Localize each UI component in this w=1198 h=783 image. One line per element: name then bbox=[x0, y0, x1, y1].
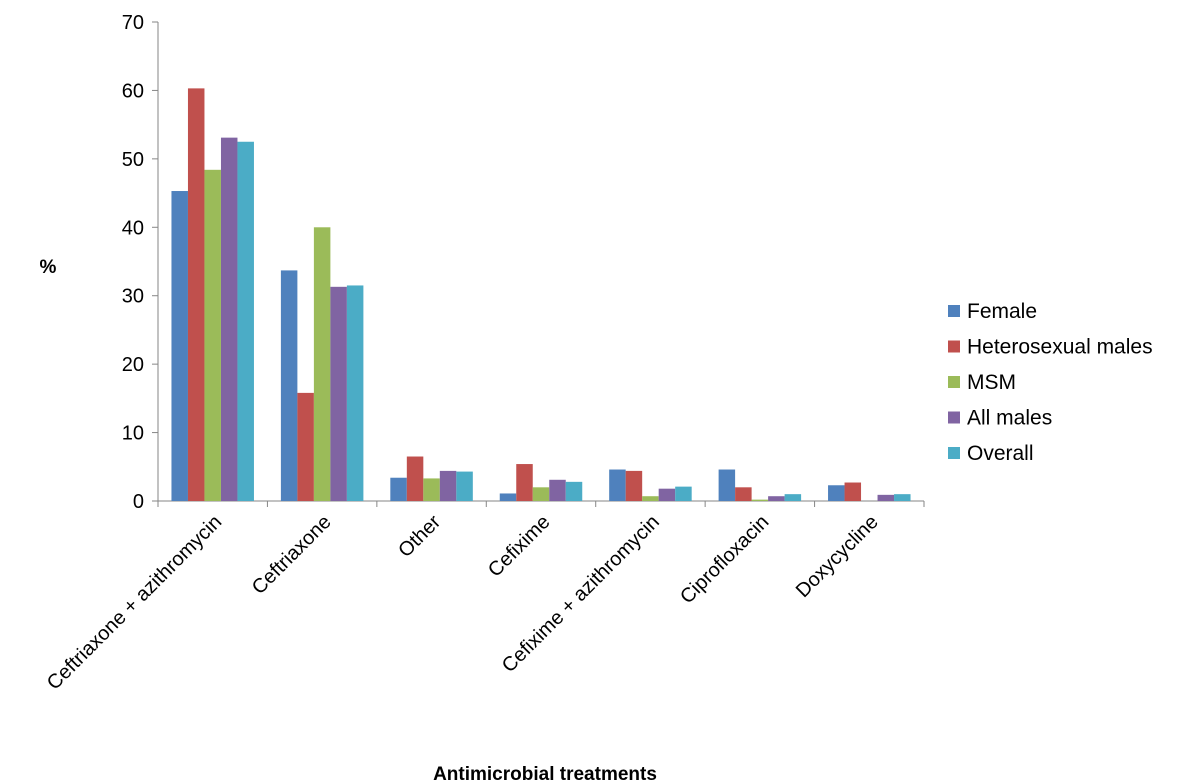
bar-overall bbox=[565, 481, 583, 501]
bars bbox=[171, 88, 911, 502]
bar-msm bbox=[204, 169, 221, 501]
y-axis: 0 10 20 30 40 50 60 70 bbox=[122, 12, 159, 513]
bar-msm bbox=[532, 487, 550, 501]
legend-item: All males bbox=[948, 407, 1052, 430]
bar-msm bbox=[423, 478, 440, 501]
bar-female bbox=[390, 477, 407, 501]
bar-all-males bbox=[658, 488, 676, 501]
x-axis bbox=[157, 500, 925, 507]
legend-swatch bbox=[948, 305, 960, 317]
y-tick-label: 50 bbox=[122, 149, 144, 171]
bar-female bbox=[828, 485, 845, 501]
bar-heterosexual-males bbox=[625, 470, 643, 501]
legend-swatch bbox=[948, 376, 960, 388]
bar-msm bbox=[313, 227, 331, 502]
y-tick-label: 10 bbox=[122, 423, 144, 445]
bar-heterosexual-males bbox=[406, 456, 424, 501]
legend-swatch bbox=[948, 340, 960, 353]
legend-item: MSM bbox=[948, 371, 1016, 394]
legend-label: Heterosexual males bbox=[967, 336, 1153, 359]
legend-item: Female bbox=[948, 300, 1037, 323]
bar-heterosexual-males bbox=[187, 88, 205, 501]
x-tick-label: Cefixime bbox=[484, 511, 555, 582]
bar-heterosexual-males bbox=[844, 482, 862, 501]
bar-heterosexual-males bbox=[735, 487, 752, 501]
bar-all-males bbox=[768, 496, 785, 501]
y-tick-label: 30 bbox=[122, 286, 144, 308]
bar-overall bbox=[346, 285, 364, 501]
y-tick-label: 70 bbox=[122, 12, 144, 34]
x-tick-label: Ciprofloxacin bbox=[676, 511, 773, 608]
y-tick-label: 20 bbox=[122, 354, 144, 376]
x-tick-label: Other bbox=[394, 511, 445, 562]
x-tick-label: Doxycycline bbox=[792, 511, 883, 602]
bar-overall bbox=[784, 494, 802, 501]
bar-female bbox=[280, 270, 298, 501]
bar-all-males bbox=[439, 470, 457, 501]
bar-overall bbox=[675, 486, 692, 501]
bar-all-males bbox=[877, 494, 895, 501]
x-axis-title: Antimicrobial treatments bbox=[433, 764, 657, 783]
bar-msm bbox=[642, 496, 659, 501]
bar-all-males bbox=[549, 479, 566, 501]
legend-item: Overall bbox=[948, 442, 1034, 465]
category-labels: Ceftriaxone + azithromycin Ceftriaxone Oth… bbox=[43, 511, 883, 695]
legend-swatch bbox=[948, 411, 960, 424]
bar-msm bbox=[751, 499, 769, 501]
bar-female bbox=[171, 191, 188, 501]
legend-label: All males bbox=[967, 407, 1052, 430]
bar-overall bbox=[894, 494, 911, 501]
y-tick-label: 40 bbox=[122, 217, 144, 239]
y-tick-label: 0 bbox=[133, 491, 144, 513]
bar-heterosexual-males bbox=[297, 392, 314, 501]
bar-overall bbox=[456, 471, 473, 501]
y-axis-title: % bbox=[40, 257, 57, 278]
legend-label: MSM bbox=[967, 371, 1016, 394]
bar-all-males bbox=[220, 137, 238, 501]
legend-label: Overall bbox=[967, 442, 1034, 465]
bar-all-males bbox=[330, 286, 347, 501]
bar-heterosexual-males bbox=[516, 464, 533, 501]
bar-female bbox=[718, 469, 736, 501]
legend: Female Heterosexual males MSM All males Over… bbox=[948, 300, 1153, 465]
legend-swatch bbox=[948, 447, 960, 459]
bar-overall bbox=[237, 141, 254, 501]
x-tick-label: Ceftriaxone + azithromycin bbox=[43, 511, 226, 694]
legend-label: Female bbox=[967, 300, 1037, 323]
bar-female bbox=[609, 469, 626, 501]
bar-female bbox=[499, 493, 517, 501]
x-tick-label: Ceftriaxone bbox=[248, 511, 336, 599]
y-tick-label: 60 bbox=[122, 80, 144, 102]
legend-item: Heterosexual males bbox=[948, 336, 1153, 359]
